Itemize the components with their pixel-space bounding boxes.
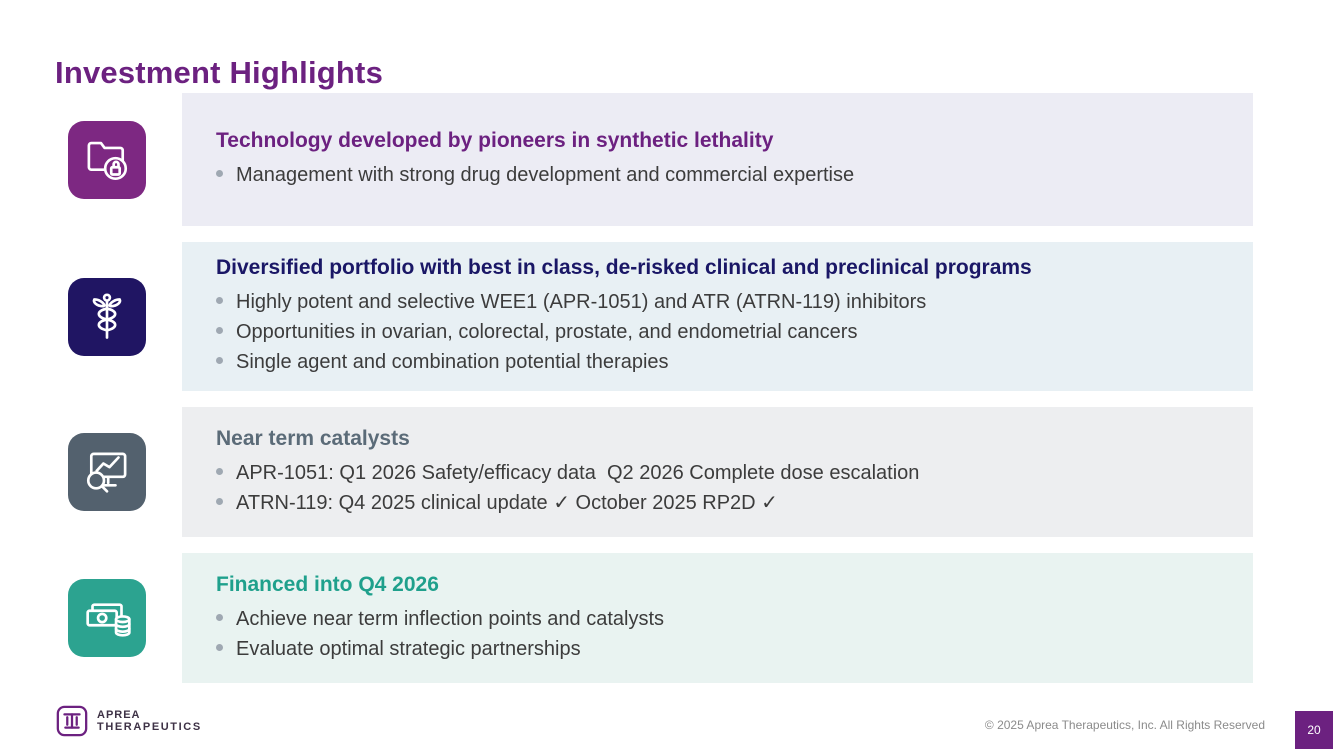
bullet-list: APR-1051: Q1 2026 Safety/efficacy data Q… bbox=[216, 458, 1229, 518]
caduceus-icon bbox=[68, 277, 146, 356]
page-title: Investment Highlights bbox=[55, 54, 384, 90]
highlight-row-catalysts: Near term catalysts APR-1051: Q1 2026 Sa… bbox=[0, 407, 1253, 537]
folder-lock-icon bbox=[68, 120, 146, 199]
aprea-logo-text: APREA THERAPEUTICS bbox=[97, 709, 202, 734]
highlight-heading: Financed into Q4 2026 bbox=[216, 572, 439, 596]
bullet-item: Evaluate optimal strategic partnerships bbox=[216, 634, 1229, 664]
bullet-text: Evaluate optimal strategic partnerships bbox=[236, 637, 581, 660]
page-number-badge: 20 bbox=[1295, 711, 1333, 749]
highlight-row-technology: Technology developed by pioneers in synt… bbox=[0, 93, 1253, 226]
bullet-list: Management with strong drug development … bbox=[216, 160, 1229, 190]
highlight-row-financing: Financed into Q4 2026 Achieve near term … bbox=[0, 553, 1253, 683]
highlight-rows: Technology developed by pioneers in synt… bbox=[0, 93, 1253, 683]
bullet-dot bbox=[216, 643, 223, 651]
highlight-box: Technology developed by pioneers in synt… bbox=[182, 93, 1253, 226]
highlight-box: Near term catalysts APR-1051: Q1 2026 Sa… bbox=[182, 407, 1253, 537]
bullet-list: Highly potent and selective WEE1 (APR-10… bbox=[216, 287, 1229, 377]
highlight-heading: Diversified portfolio with best in class… bbox=[216, 256, 1032, 279]
monitor-chart-icon bbox=[68, 433, 146, 511]
highlight-box: Financed into Q4 2026 Achieve near term … bbox=[182, 553, 1253, 683]
logo-line1: APREA bbox=[97, 708, 141, 721]
copyright-text: © 2025 Aprea Therapeutics, Inc. All Righ… bbox=[984, 718, 1265, 732]
bullet-dot bbox=[216, 297, 223, 304]
aprea-logo: APREA THERAPEUTICS bbox=[55, 704, 202, 738]
bullet-item: Single agent and combination potential t… bbox=[216, 347, 1229, 377]
logo-line2: THERAPEUTICS bbox=[97, 720, 202, 733]
bullet-item: APR-1051: Q1 2026 Safety/efficacy data Q… bbox=[216, 458, 1229, 488]
bullet-dot bbox=[216, 613, 223, 621]
bullet-item: Opportunities in ovarian, colorectal, pr… bbox=[216, 317, 1229, 347]
bullet-dot bbox=[216, 357, 223, 364]
bullet-text: Highly potent and selective WEE1 (APR-10… bbox=[236, 291, 927, 313]
bullet-text: Achieve near term inflection points and … bbox=[236, 607, 664, 630]
aprea-logo-icon bbox=[56, 705, 88, 737]
bullet-list: Achieve near term inflection points and … bbox=[216, 604, 1229, 664]
bullet-dot bbox=[216, 467, 223, 475]
highlight-box: Diversified portfolio with best in class… bbox=[182, 242, 1253, 391]
highlight-heading: Technology developed by pioneers in synt… bbox=[216, 129, 774, 152]
bullet-item: Achieve near term inflection points and … bbox=[216, 604, 1229, 634]
bullet-item: ATRN-119: Q4 2025 clinical update ✓ Octo… bbox=[216, 488, 1229, 518]
highlight-row-portfolio: Diversified portfolio with best in class… bbox=[0, 242, 1253, 391]
bullet-dot bbox=[216, 327, 223, 334]
bullet-dot bbox=[216, 170, 223, 177]
bullet-text: Management with strong drug development … bbox=[236, 164, 855, 186]
highlight-heading: Near term catalysts bbox=[216, 426, 410, 450]
bullet-text: Single agent and combination potential t… bbox=[236, 351, 669, 373]
bullet-text: ATRN-119: Q4 2025 clinical update ✓ Octo… bbox=[236, 491, 778, 514]
bullet-item: Management with strong drug development … bbox=[216, 160, 1229, 190]
bullet-text: Opportunities in ovarian, colorectal, pr… bbox=[236, 321, 858, 343]
money-icon bbox=[68, 579, 146, 657]
bullet-dot bbox=[216, 497, 223, 505]
bullet-text: APR-1051: Q1 2026 Safety/efficacy data Q… bbox=[236, 461, 920, 484]
bullet-item: Highly potent and selective WEE1 (APR-10… bbox=[216, 287, 1229, 317]
